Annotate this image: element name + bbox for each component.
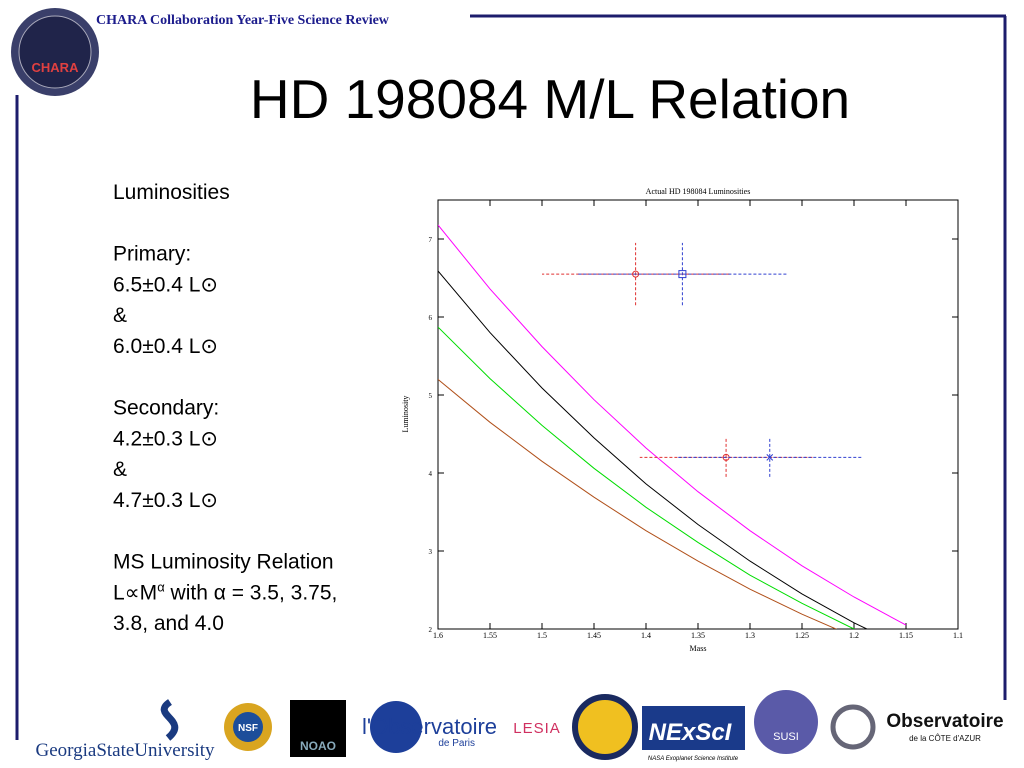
lesia-logo: LESIA	[513, 720, 561, 737]
text-line: 3.8, and 4.0	[113, 612, 224, 635]
obs-paris-logo-text: l'Observatoire	[362, 714, 497, 739]
text-part: &	[113, 458, 127, 481]
susi-logo-text: SUSI	[773, 731, 799, 743]
x-tick-label: 1.1	[953, 631, 963, 640]
obs-paris-logo	[370, 701, 422, 753]
text-line: 6.0±0.4 L⊙	[113, 335, 218, 358]
y-tick-label: 3	[429, 548, 433, 556]
text-block: Luminosities Primary: 6.5±0.4 L⊙ & 6.0±0.4 L…	[113, 181, 337, 635]
y-tick-label: 2	[429, 626, 433, 634]
text-part: Luminosities	[113, 181, 230, 204]
x-tick-label: 1.35	[691, 631, 705, 640]
point	[766, 454, 774, 461]
text-part: L∝M	[113, 581, 157, 604]
text-line: 6.5±0.4 L⊙	[113, 273, 218, 296]
chara-logo-text: CHARA	[32, 60, 80, 75]
noao-logo	[290, 700, 346, 757]
x-tick-label: 1.2	[849, 631, 859, 640]
oca-swirl	[830, 704, 876, 750]
x-tick-label: 1.45	[587, 631, 601, 640]
text-line: 4.7±0.3 L⊙	[113, 489, 218, 512]
x-tick-label: 1.5	[537, 631, 547, 640]
text-part: 4.7±0.3 L⊙	[113, 489, 218, 512]
susi-logo	[754, 690, 818, 754]
nsf-logo-inner	[233, 712, 263, 742]
curves	[438, 224, 907, 629]
point	[678, 270, 687, 279]
y-tick-label: 4	[429, 470, 433, 478]
text-part: 4.2±0.3 L⊙	[113, 427, 218, 450]
gsu-logo: GeorgiaStateUniversity	[35, 740, 215, 761]
text-part: 6.5±0.4 L⊙	[113, 273, 218, 296]
x-tick-label: 1.6	[433, 631, 443, 640]
gsu-flame	[160, 699, 179, 741]
text-line: Primary:	[113, 243, 191, 266]
y-tick-label: 7	[429, 236, 433, 244]
nexsci-logo	[642, 706, 745, 750]
text-line: &	[113, 458, 127, 481]
y-tick-label: 6	[429, 314, 433, 322]
x-axis-label: Mass	[690, 644, 707, 653]
oca-logo: Observatoire	[886, 711, 1003, 732]
nsf-logo-text: NSF	[238, 723, 258, 734]
text-part: MS Luminosity Relation	[113, 551, 334, 574]
nexsci-logo-text: NExScI	[649, 719, 733, 746]
michigan-logo	[572, 694, 638, 760]
nexsci-sub: NASA Exoplanet Science Institute	[648, 756, 739, 762]
header-title: CHARA Collaboration Year-Five Science Re…	[96, 13, 390, 28]
text-part: Secondary:	[113, 397, 219, 420]
text-part: &	[113, 304, 127, 327]
text-part: 6.0±0.4 L⊙	[113, 335, 218, 358]
slide-title: HD 198084 M/L Relation	[250, 68, 850, 130]
y-tick-label: 5	[429, 392, 433, 400]
text-part: with α = 3.5, 3.75,	[165, 581, 338, 604]
superscript: α	[157, 579, 165, 594]
x-tick-label: 1.3	[745, 631, 755, 640]
chara-logo-inner	[18, 15, 92, 89]
curve	[438, 224, 907, 626]
chart: Actual HD 198084 Luminosities Mass Lumin…	[401, 187, 963, 653]
text-line: MS Luminosity Relation	[113, 551, 334, 574]
x-tick-label: 1.55	[483, 631, 497, 640]
y-axis-label: Luminosity	[401, 396, 410, 433]
curve	[438, 326, 856, 629]
obs-paris-sub: de Paris	[438, 738, 475, 749]
plot-frame	[437, 199, 959, 630]
noao-logo-text: NOAO	[300, 739, 336, 753]
x-tick-label: 1.15	[899, 631, 913, 640]
text-line: L∝Mα with α = 3.5, 3.75,	[113, 579, 337, 604]
text-line: &	[113, 304, 127, 327]
text-line: Luminosities	[113, 181, 230, 204]
text-line: 4.2±0.3 L⊙	[113, 427, 218, 450]
text-part: Primary:	[113, 243, 191, 266]
chart-title: Actual HD 198084 Luminosities	[646, 187, 751, 196]
logo-strip: GeorgiaStateUniversity NSF NOAO l'Observ…	[35, 690, 1004, 762]
text-part: 3.8, and 4.0	[113, 612, 224, 635]
curve	[438, 379, 838, 629]
x-tick-label: 1.25	[795, 631, 809, 640]
curve	[438, 270, 869, 629]
text-line: Secondary:	[113, 397, 219, 420]
x-tick-label: 1.4	[641, 631, 651, 640]
oca-sub: de la CÔTE d'AZUR	[909, 734, 981, 743]
